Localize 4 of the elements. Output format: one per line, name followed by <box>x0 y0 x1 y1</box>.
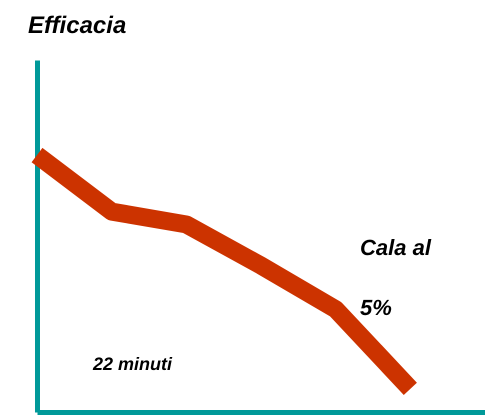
annotation: 5% <box>360 295 392 320</box>
annotation: 22 minuti <box>92 354 174 374</box>
chart-title: Efficacia <box>28 12 126 39</box>
annotation: Cala al <box>360 235 432 260</box>
